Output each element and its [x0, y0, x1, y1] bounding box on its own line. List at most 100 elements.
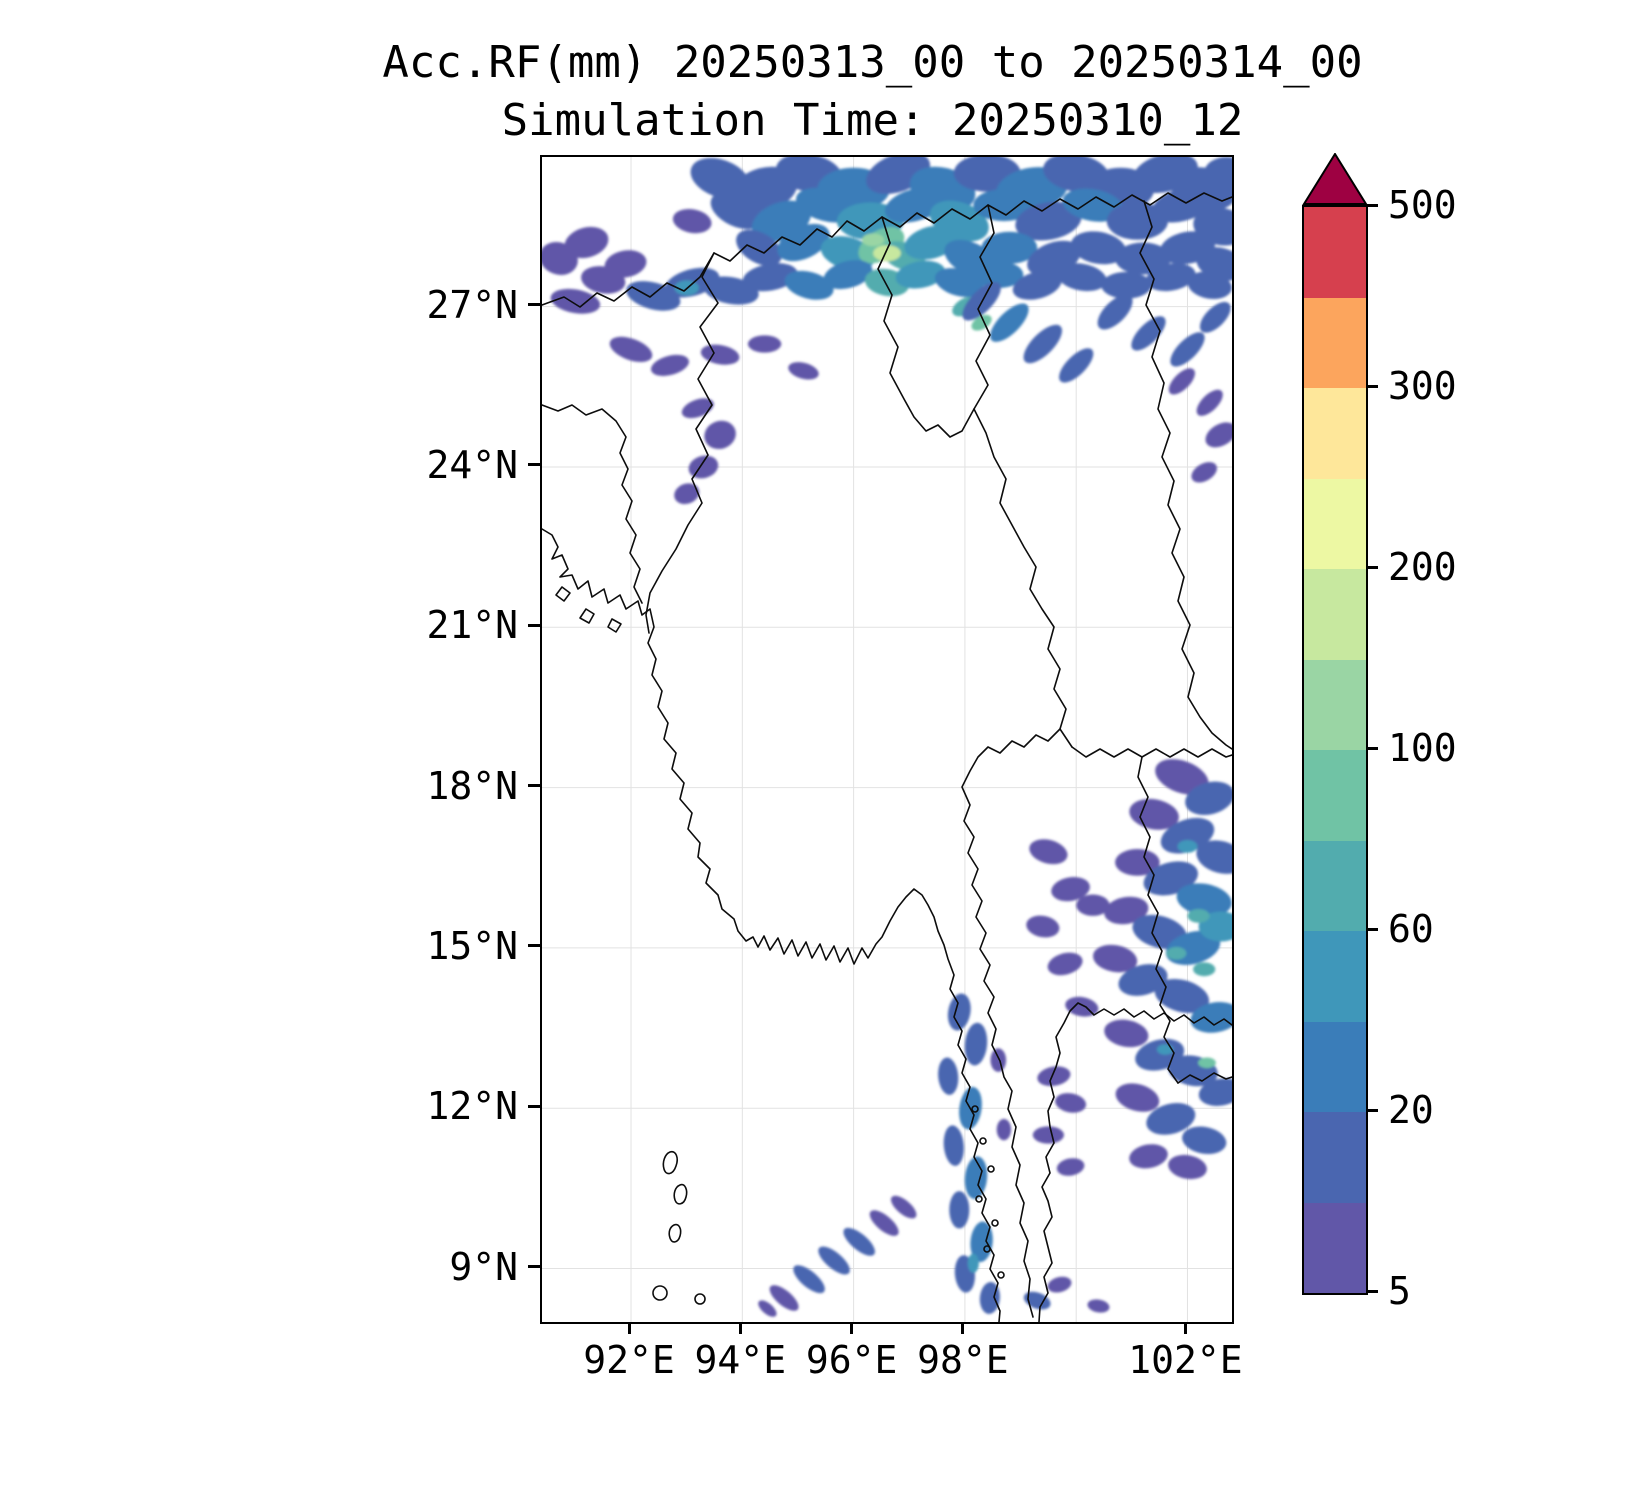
rain-cell — [1057, 263, 1107, 292]
y-tick-label-18N: 18°N — [426, 763, 518, 808]
rain-cell — [1026, 915, 1060, 938]
y-tick-mark — [528, 623, 540, 627]
rain-cell — [869, 1210, 899, 1236]
y-tick-mark — [528, 463, 540, 467]
border-bangladesh — [542, 404, 643, 604]
rain-cell — [736, 229, 782, 266]
colorbar-band-100-150 — [1304, 659, 1366, 750]
y-tick-mark — [528, 784, 540, 788]
rain-cell — [1196, 389, 1223, 416]
rain-cell — [981, 231, 1038, 264]
colorbar-band-80-100 — [1304, 750, 1366, 841]
border-thailand-east — [1137, 756, 1179, 1084]
rain-cell — [1012, 270, 1062, 300]
colorbar-label-200: 200 — [1388, 545, 1457, 589]
rain-cell — [1015, 201, 1082, 241]
rain-cell — [1131, 316, 1166, 351]
rain-cell — [1199, 301, 1231, 333]
island-nicobar — [652, 1285, 668, 1301]
rain-cell — [1118, 964, 1168, 996]
y-tick-mark — [528, 944, 540, 948]
rain-cell — [1187, 909, 1210, 923]
y-tick-label-27N: 27°N — [426, 282, 518, 327]
rain-cell — [604, 250, 647, 278]
rain-cell — [1037, 1066, 1071, 1087]
rain-cell — [710, 191, 763, 230]
colorbar-tick-mark — [1366, 203, 1378, 207]
y-tick-label-24N: 24°N — [426, 442, 518, 487]
rain-cell — [1198, 1078, 1232, 1106]
title-line-1: Acc.RF(mm) 20250313_00 to 20250314_00 — [382, 37, 1363, 88]
rain-cell — [1023, 1291, 1051, 1310]
rain-cell — [1190, 1002, 1232, 1033]
rain-cell — [934, 268, 984, 298]
y-tick-mark — [528, 1104, 540, 1108]
rain-cell — [873, 245, 901, 262]
colorbar-band-250-300 — [1304, 388, 1366, 479]
rain-cell — [996, 1118, 1012, 1141]
title-line-2: Simulation Time: 20250310_12 — [501, 95, 1244, 147]
rain-cell — [818, 1246, 850, 1275]
colorbar-band-300-400 — [1304, 297, 1366, 388]
rain-cell — [964, 1156, 988, 1200]
colorbar-band-10-20 — [1304, 1112, 1366, 1203]
rain-cell — [1097, 294, 1133, 330]
border-myanmar-thailand — [961, 728, 1061, 1318]
y-tick-label-12N: 12°N — [426, 1084, 518, 1129]
rain-cell — [1129, 1144, 1168, 1169]
rain-cell — [979, 1282, 1000, 1314]
rain-cell — [742, 263, 798, 292]
colorbar-label-100: 100 — [1388, 726, 1457, 770]
rain-cell — [1168, 368, 1195, 395]
rain-cell — [1023, 324, 1063, 364]
coastline-cambodia — [1177, 1072, 1232, 1084]
rain-cell — [973, 189, 1035, 222]
rain-cell — [672, 208, 712, 234]
grid-lines — [542, 157, 1232, 1322]
rain-cell — [1193, 962, 1216, 977]
rain-cell — [609, 336, 653, 363]
rain-cell — [1087, 1299, 1110, 1313]
rain-cell — [564, 226, 609, 259]
colorbar-over-arrow — [1302, 153, 1368, 205]
rain-cell — [1182, 1126, 1227, 1155]
rain-cell — [843, 1227, 875, 1256]
islets-delta — [555, 586, 622, 633]
colorbar-tick-mark — [1366, 1108, 1378, 1112]
y-tick-label-15N: 15°N — [426, 923, 518, 968]
coastlines-and-borders — [542, 192, 1232, 1322]
x-tick-label-102E: 102°E — [1128, 1338, 1243, 1382]
rain-cell — [1176, 883, 1232, 917]
colorbar-band-200-250 — [1304, 478, 1366, 569]
rain-cell — [1093, 944, 1138, 973]
rain-cell — [1051, 876, 1090, 902]
rain-cell — [1168, 1154, 1207, 1180]
rain-cell — [964, 1022, 988, 1066]
colorbar-tick-mark — [1366, 384, 1378, 388]
rain-cell — [1191, 462, 1217, 483]
rain-cell — [949, 1191, 970, 1229]
y-tick-label-21N: 21°N — [426, 603, 518, 648]
x-tick-mark — [1183, 1322, 1187, 1334]
x-tick-mark — [627, 1322, 631, 1334]
x-tick-label-96E: 96°E — [805, 1338, 898, 1382]
rain-cell — [1062, 188, 1124, 222]
island-nicobar — [694, 1293, 706, 1305]
rain-cell — [1187, 271, 1232, 300]
rain-cell — [1047, 952, 1083, 976]
rain-cell — [1146, 1103, 1196, 1135]
rain-cell — [674, 483, 700, 505]
figure-title: Acc.RF(mm) 20250313_00 to 20250314_00 Si… — [100, 34, 1645, 150]
rain-cell — [947, 993, 971, 1031]
colorbar-tick-mark — [1366, 927, 1378, 931]
rain-cell — [688, 455, 719, 479]
coastline-west-south — [542, 528, 1001, 1322]
rain-cell — [1115, 849, 1160, 876]
rain-cell — [550, 288, 601, 314]
rain-cell — [1032, 1126, 1064, 1144]
colorbar-label-300: 300 — [1388, 364, 1457, 408]
rain-cell — [1047, 1276, 1072, 1293]
rain-cell — [938, 1057, 959, 1095]
rain-cell — [943, 1125, 964, 1166]
rain-cell — [823, 260, 873, 290]
